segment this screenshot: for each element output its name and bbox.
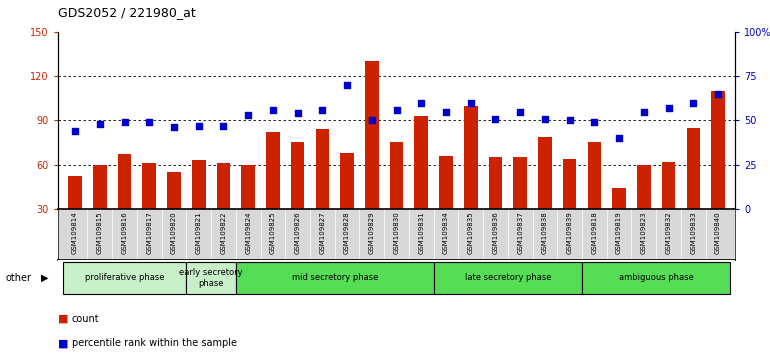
Text: mid secretory phase: mid secretory phase [292, 273, 378, 282]
Point [143, 119, 156, 125]
Text: GSM109816: GSM109816 [122, 211, 128, 254]
Text: GSM109828: GSM109828 [344, 211, 350, 254]
Text: GSM109829: GSM109829 [369, 211, 375, 254]
Bar [186, 262, 236, 294]
Point [217, 123, 229, 129]
Bar [167, 172, 181, 253]
Bar [414, 116, 428, 253]
Text: GSM109840: GSM109840 [715, 211, 721, 254]
Point [539, 116, 551, 121]
Point [390, 107, 403, 113]
Point [489, 116, 501, 121]
Bar [291, 143, 304, 253]
Text: GSM109818: GSM109818 [591, 211, 598, 254]
Text: GSM109833: GSM109833 [691, 211, 696, 254]
Point [638, 109, 650, 114]
Bar [588, 143, 601, 253]
Text: late secretory phase: late secretory phase [464, 273, 551, 282]
Bar [192, 160, 206, 253]
Point [514, 109, 527, 114]
Bar [340, 153, 354, 253]
Point [415, 100, 427, 105]
Bar [142, 163, 156, 253]
Bar [538, 137, 552, 253]
Text: other: other [5, 273, 32, 283]
Text: ■: ■ [58, 314, 69, 324]
Text: GSM109817: GSM109817 [146, 211, 152, 254]
Bar [266, 132, 280, 253]
Bar [637, 165, 651, 253]
Text: GSM109831: GSM109831 [418, 211, 424, 254]
Text: GSM109824: GSM109824 [245, 211, 251, 254]
Point [662, 105, 675, 111]
Text: GSM109822: GSM109822 [220, 211, 226, 254]
Text: GSM109838: GSM109838 [542, 211, 548, 254]
Point [564, 118, 576, 123]
Text: GSM109826: GSM109826 [295, 211, 300, 254]
Point [341, 82, 353, 88]
Point [588, 119, 601, 125]
Bar [216, 163, 230, 253]
Bar [390, 143, 403, 253]
Text: GSM109814: GSM109814 [72, 211, 78, 254]
Bar [69, 176, 82, 253]
Point [440, 109, 452, 114]
Bar [236, 262, 434, 294]
Point [119, 119, 131, 125]
Text: GSM109836: GSM109836 [493, 211, 498, 254]
Point [266, 107, 279, 113]
Point [94, 121, 106, 127]
Text: proliferative phase: proliferative phase [85, 273, 164, 282]
Point [712, 91, 725, 97]
Bar [661, 162, 675, 253]
Text: GSM109825: GSM109825 [270, 211, 276, 254]
Bar [514, 157, 527, 253]
Text: percentile rank within the sample: percentile rank within the sample [72, 338, 236, 348]
Point [687, 100, 699, 105]
Text: GSM109837: GSM109837 [517, 211, 523, 254]
Text: GSM109834: GSM109834 [443, 211, 449, 254]
Text: ▶: ▶ [41, 273, 49, 283]
Point [464, 100, 477, 105]
Bar [365, 61, 379, 253]
Text: GSM109815: GSM109815 [97, 211, 102, 254]
Bar [563, 159, 577, 253]
Bar [687, 128, 700, 253]
Bar [439, 156, 453, 253]
Point [292, 110, 304, 116]
Text: ■: ■ [58, 338, 69, 348]
Bar [464, 105, 477, 253]
Text: GSM109839: GSM109839 [567, 211, 573, 254]
Text: ambiguous phase: ambiguous phase [619, 273, 694, 282]
Text: GSM109820: GSM109820 [171, 211, 177, 254]
Text: GSM109830: GSM109830 [393, 211, 400, 254]
Bar [582, 262, 731, 294]
Text: GSM109835: GSM109835 [467, 211, 474, 254]
Bar [711, 91, 725, 253]
Text: GSM109823: GSM109823 [641, 211, 647, 254]
Bar [118, 154, 132, 253]
Point [69, 128, 81, 134]
Text: GDS2052 / 221980_at: GDS2052 / 221980_at [58, 6, 196, 19]
Point [613, 135, 625, 141]
Text: GSM109832: GSM109832 [665, 211, 671, 254]
Point [366, 118, 378, 123]
Text: GSM109821: GSM109821 [196, 211, 202, 254]
Point [168, 125, 180, 130]
Bar [434, 262, 582, 294]
Text: early secretory
phase: early secretory phase [179, 268, 243, 287]
Text: GSM109827: GSM109827 [320, 211, 326, 254]
Text: count: count [72, 314, 99, 324]
Point [242, 112, 254, 118]
Bar [62, 262, 186, 294]
Bar [612, 188, 626, 253]
Point [192, 123, 205, 129]
Text: GSM109819: GSM109819 [616, 211, 622, 254]
Bar [93, 165, 106, 253]
Bar [316, 129, 329, 253]
Point [316, 107, 329, 113]
Bar [489, 157, 502, 253]
Bar [241, 165, 255, 253]
